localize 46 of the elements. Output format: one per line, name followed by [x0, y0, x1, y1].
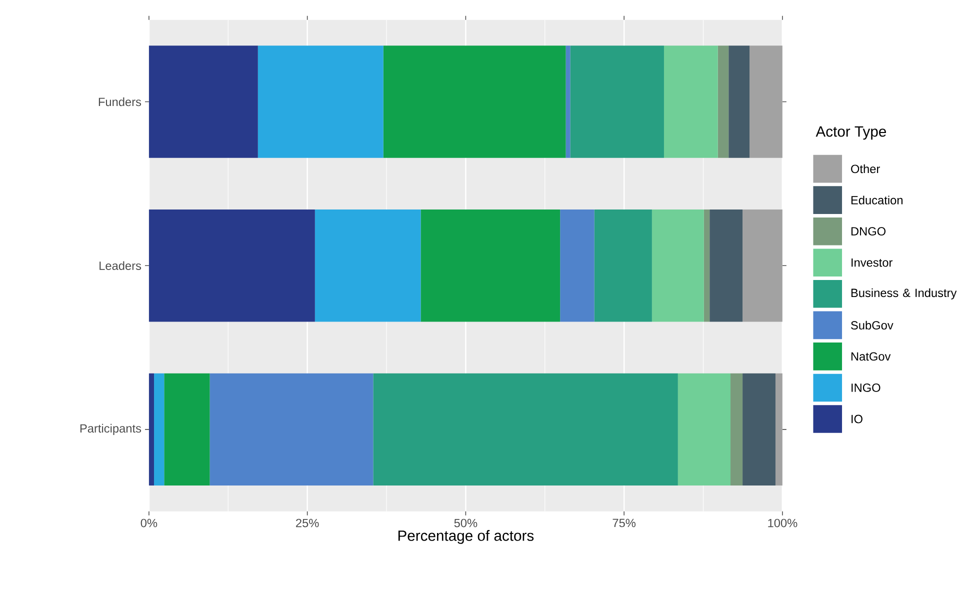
bar [594, 210, 652, 322]
x-tick-label: 0% [140, 518, 158, 528]
bar [652, 210, 704, 322]
bar [373, 373, 678, 486]
bar [570, 46, 664, 158]
legend-label: SubGov [851, 320, 894, 330]
bar [742, 373, 776, 486]
bar [718, 46, 729, 158]
legend-label: Other [851, 164, 880, 174]
bar [775, 373, 782, 486]
bar [258, 46, 384, 158]
y-tick-label: Funders [98, 98, 142, 106]
legend-label: INGO [852, 384, 880, 392]
bar [154, 373, 164, 486]
legend-label: Business & Industry [851, 288, 957, 300]
legend-label: Investor [852, 258, 893, 267]
legend-label: NatGov [851, 352, 891, 361]
x-tick-label: 75% [612, 518, 636, 528]
legend-label: Education [851, 196, 903, 205]
legend-title: Actor Type [816, 126, 886, 140]
bar [560, 210, 594, 322]
bar [566, 46, 570, 158]
bar [678, 373, 731, 486]
bar [314, 210, 421, 322]
x-tick-label: 50% [454, 518, 478, 528]
bar [730, 373, 743, 486]
y-tick-label: Leaders [100, 261, 142, 270]
bar [383, 46, 566, 158]
x-tick-label: 100% [768, 518, 798, 528]
bar [148, 210, 315, 322]
bar [704, 210, 710, 322]
bar [420, 210, 560, 322]
bar [750, 46, 782, 158]
legend-label: IO [852, 414, 862, 424]
bar [210, 373, 374, 486]
bar [148, 373, 154, 486]
bar [148, 46, 258, 158]
x-axis-title: Percentage of actors [398, 530, 534, 544]
bar [728, 46, 750, 158]
y-tick-label: Participants [80, 424, 142, 436]
x-tick-label: 25% [296, 518, 319, 528]
bar [710, 210, 743, 322]
bar [664, 46, 718, 158]
legend-label: DNGO [851, 227, 886, 236]
bar [742, 210, 782, 322]
bar [164, 373, 210, 486]
